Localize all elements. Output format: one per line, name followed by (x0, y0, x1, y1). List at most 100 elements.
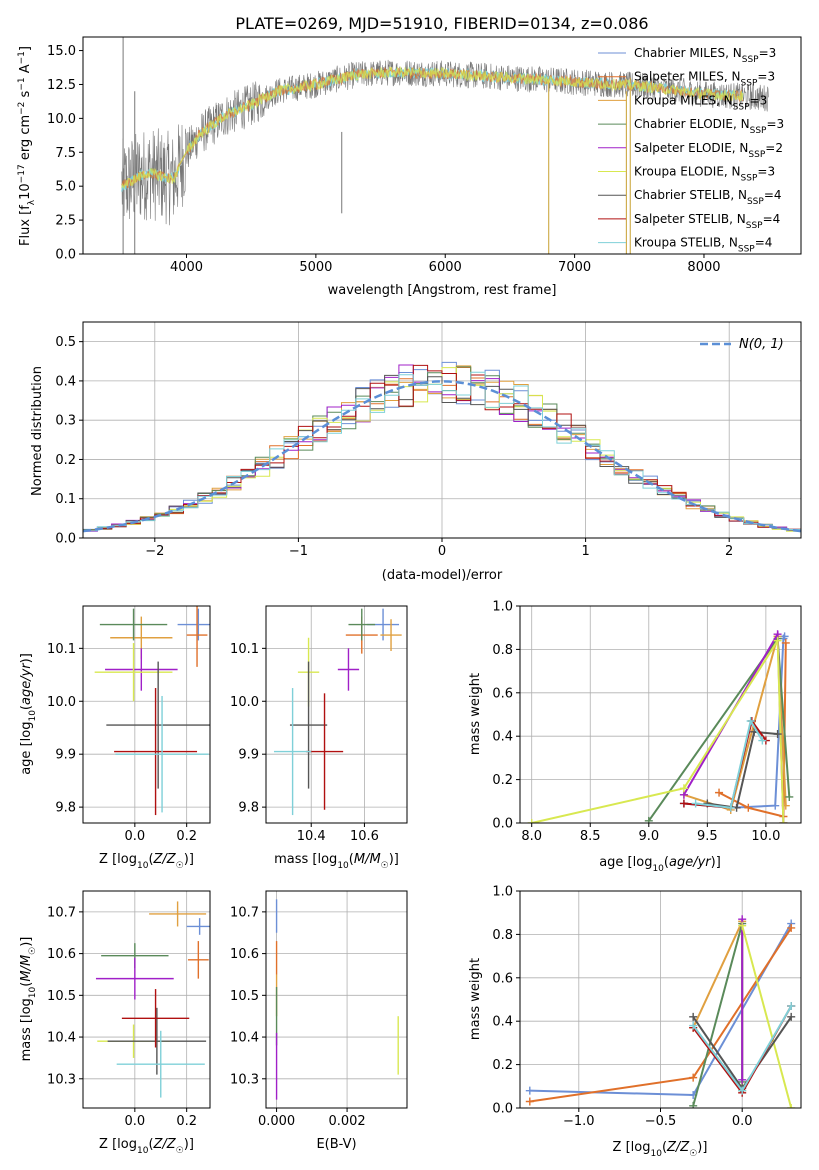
y-tick-label: 10.3 (47, 1072, 76, 1087)
y-tick-label: 0.0 (492, 817, 513, 832)
legend-entry: Salpeter MILES, NSSP=3 (634, 70, 775, 89)
x-tick-label: 10.6 (350, 829, 379, 844)
y-tick-label: 7.5 (55, 146, 76, 161)
data-point-marker (691, 799, 700, 808)
data-point-marker (773, 636, 782, 645)
legend-entry: Kroupa STELIB, NSSP=4 (634, 236, 772, 255)
y-tick-label: 0.4 (55, 374, 76, 389)
x-axis-label: wavelength [Angstrom, rest frame] (328, 283, 557, 298)
x-tick-label: 0.2 (176, 1114, 197, 1129)
x-axis-label: mass [log10(M/M☉)] (274, 852, 399, 871)
data-point-marker (746, 717, 755, 726)
y-tick-label: 1.0 (492, 885, 513, 900)
data-point-marker (679, 784, 688, 793)
x-tick-label: 2 (725, 544, 733, 559)
legend-entry: Salpeter STELIB, NSSP=4 (634, 212, 780, 231)
x-axis-label: Z [log10(Z/Z☉)] (99, 852, 194, 871)
y-tick-label: 0.0 (55, 248, 76, 263)
data-point-marker (787, 1104, 796, 1108)
data-point-marker (787, 1002, 796, 1011)
x-tick-label: 9.0 (638, 829, 659, 844)
y-axis-label: mass weight (468, 958, 483, 1040)
x-tick-label: 6000 (429, 260, 462, 275)
spectrum-panel: 4000 5000 6000 7000 8000 0.0 2.5 5.0 7.5 10.0 12.5… (17, 36, 802, 298)
y-tick-label: 10.1 (230, 642, 259, 657)
x-tick-label: 0.0 (124, 1114, 145, 1129)
data-point-marker (738, 921, 747, 930)
y-tick-label: 0.2 (492, 1058, 513, 1073)
data-point-marker (771, 801, 780, 810)
data-point-marker (689, 1073, 698, 1082)
x-axis-label: Z [log10(Z/Z☉)] (613, 1140, 708, 1159)
axes-frame (519, 605, 802, 824)
age-vs-mass-panel: 10.4 10.6 9.8 9.9 10.0 10.1 mass [log10(M/M☉)] (230, 605, 408, 871)
data-point-marker (525, 1086, 534, 1095)
x-tick-label: 0.0 (732, 1114, 753, 1129)
x-tick-label: −1 (289, 544, 308, 559)
y-tick-label: 10.5 (230, 989, 259, 1004)
y-tick-label: 0.1 (55, 492, 76, 507)
y-tick-label: 0.3 (55, 414, 76, 429)
x-tick-label: 8.0 (521, 829, 542, 844)
y-tick-label: 9.8 (238, 801, 259, 816)
x-tick-label: −1.0 (563, 1114, 595, 1129)
data-point-marker (689, 1021, 698, 1030)
x-tick-label: 8000 (687, 260, 720, 275)
mass-weight-line (695, 718, 764, 809)
y-tick-label: 0.2 (55, 453, 76, 468)
mass-weight-line (531, 637, 785, 823)
y-tick-label: 10.0 (47, 695, 76, 710)
x-axis-label: Z [log10(Z/Z☉)] (99, 1137, 194, 1156)
x-tick-label: 0.000 (258, 1114, 295, 1129)
y-tick-label: 10.1 (47, 642, 76, 657)
data-point-marker (780, 632, 789, 641)
mass-weight-line (707, 730, 778, 809)
data-point-marker (689, 1101, 698, 1108)
data-point-marker (744, 803, 753, 812)
y-axis-label: age [log10(age/yr)] (19, 653, 38, 775)
data-point-marker (527, 819, 536, 823)
x-axis-label: age [log10(age/yr)] (599, 855, 721, 874)
data-point-marker (679, 799, 688, 808)
y-tick-label: 9.9 (55, 748, 76, 763)
normal-curve (83, 380, 801, 533)
data-point-marker (738, 1086, 747, 1095)
plot-area (275, 899, 399, 1100)
y-tick-label: 0.6 (492, 686, 513, 701)
mass-vs-ebv-panel: 0.000 0.002 10.3 10.4 10.5 10.6 10.7 E(B-V) (230, 890, 408, 1152)
y-tick-label: 0.5 (55, 335, 76, 350)
legend-entry: Salpeter ELODIE, NSSP=2 (634, 141, 783, 160)
y-tick-label: 0.4 (492, 1015, 513, 1030)
y-tick-label: 0.0 (492, 1102, 513, 1117)
x-tick-label: 0 (438, 544, 446, 559)
y-tick-label: 9.8 (55, 801, 76, 816)
data-point-marker (758, 736, 767, 745)
legend-entry: N(0, 1) (739, 337, 784, 352)
axes-frame (265, 605, 408, 824)
mass-weight-line (741, 925, 793, 1108)
plot-area (273, 608, 402, 816)
data-point-marker (738, 1075, 747, 1084)
data-point-marker (715, 788, 724, 797)
age-vs-z-panel: 0.0 0.2 9.8 9.9 10.0 10.1 Z [log10(Z/Z☉)] age [… (19, 605, 211, 871)
y-tick-label: 0.8 (492, 643, 513, 658)
plot-area (525, 915, 796, 1108)
y-tick-label: 10.7 (230, 905, 259, 920)
y-tick-label: 10.0 (47, 112, 76, 127)
data-point-marker (781, 638, 790, 647)
data-point-marker (689, 1012, 698, 1021)
y-tick-label: 10.3 (230, 1072, 259, 1087)
data-point-marker (773, 730, 782, 739)
x-tick-label: 10.4 (297, 829, 326, 844)
x-tick-label: 0.0 (124, 829, 145, 844)
model-fit-line (121, 65, 744, 190)
data-point-marker (785, 792, 794, 801)
y-tick-label: 0.6 (492, 971, 513, 986)
data-point-marker (644, 816, 653, 823)
axes-frame (82, 36, 802, 255)
mass-weight-vs-age-panel: 8.0 8.5 9.0 9.5 10.0 0.0 0.2 0.4 0.6 0.8 1.0 age [l… (468, 600, 802, 874)
legend-entry: Chabrier STELIB, NSSP=4 (634, 188, 782, 207)
legend-entry: Kroupa ELODIE, NSSP=3 (634, 165, 775, 184)
axes-frame (265, 890, 408, 1109)
